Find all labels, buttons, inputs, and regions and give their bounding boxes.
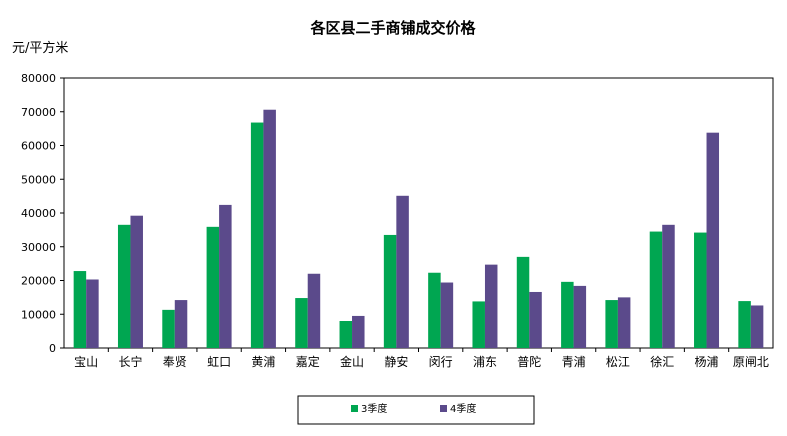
x-tick-label: 虹口 — [207, 355, 231, 369]
bar-q4-9 — [484, 264, 498, 348]
bar-q3-14 — [694, 232, 707, 348]
bar-q3-2 — [162, 309, 175, 348]
y-tick-label: 70000 — [21, 106, 56, 119]
x-tick-label: 长宁 — [118, 354, 142, 369]
bar-q4-0 — [86, 279, 99, 348]
bar-q3-9 — [472, 301, 485, 348]
x-tick-label: 松江 — [606, 355, 630, 369]
legend: 3季度 4季度 — [297, 395, 535, 425]
x-tick-label: 普陀 — [517, 354, 541, 369]
x-tick-label: 黄浦 — [251, 355, 275, 369]
y-axis-ticks: 0 10000 20000 30000 40000 50000 60000 70000 8000… — [21, 72, 64, 355]
x-tick-label: 浦东 — [473, 355, 497, 369]
bar-q3-11 — [561, 281, 574, 348]
bar-q4-15 — [750, 305, 764, 348]
bar-q4-10 — [529, 291, 542, 348]
x-tick-label: 杨浦 — [695, 354, 719, 369]
y-tick-label: 80000 — [21, 72, 56, 85]
x-tick-label: 金山 — [340, 354, 364, 369]
bar-q4-12 — [617, 297, 631, 348]
y-tick-label: 10000 — [21, 308, 56, 321]
y-tick-label: 50000 — [21, 173, 56, 186]
bar-q4-5 — [307, 273, 321, 348]
y-tick-label: 60000 — [21, 140, 56, 153]
x-tick-label: 徐汇 — [650, 354, 674, 369]
bar-q4-7 — [396, 195, 409, 348]
bar-q3-8 — [428, 272, 441, 348]
bar-q4-6 — [352, 315, 365, 348]
bar-q3-15 — [738, 301, 751, 348]
y-tick-label: 40000 — [21, 207, 56, 220]
x-tick-label: 原闸北 — [733, 355, 769, 369]
bar-q4-14 — [706, 132, 720, 348]
bar-q3-13 — [649, 231, 663, 348]
y-axis-unit-label: 元/平方米 — [12, 40, 68, 56]
legend-swatch-series-1 — [351, 405, 358, 412]
bar-q4-8 — [440, 282, 454, 348]
legend-swatch-series-2 — [440, 405, 447, 412]
x-tick-label: 青浦 — [562, 355, 586, 369]
bar-q3-1 — [117, 224, 131, 348]
chart-title: 各区县二手商铺成交价格 — [309, 19, 476, 37]
legend-label-series-1: 3季度 — [361, 402, 387, 415]
x-tick-label: 嘉定 — [296, 354, 320, 369]
bar-q3-6 — [339, 321, 353, 348]
bar-q4-13 — [662, 224, 675, 348]
x-tick-label: 奉贤 — [163, 355, 187, 369]
y-tick-label: 20000 — [21, 275, 56, 288]
bar-q4-3 — [219, 204, 232, 348]
x-tick-label: 静安 — [384, 354, 408, 369]
x-axis-labels: 宝山 长宁 奉贤 虹口 黄浦 嘉定 金山 静安 闵行 浦东 普陀 青浦 松江 徐汇 杨浦 原闸北 — [74, 348, 769, 369]
bar-q3-12 — [605, 300, 618, 348]
bar-q3-0 — [73, 271, 87, 348]
bars — [73, 109, 764, 348]
bar-q3-3 — [206, 226, 220, 348]
legend-box — [297, 395, 535, 425]
x-tick-label: 闵行 — [429, 354, 453, 369]
bar-q3-10 — [516, 256, 530, 348]
bar-q3-7 — [383, 234, 397, 348]
legend-label-series-2: 4季度 — [450, 402, 476, 415]
bar-q3-5 — [295, 298, 308, 348]
bar-q4-1 — [130, 215, 143, 348]
x-tick-label: 宝山 — [74, 355, 98, 369]
bar-q4-4 — [263, 109, 276, 348]
bar-q4-2 — [174, 300, 188, 348]
y-tick-label: 30000 — [21, 241, 56, 254]
bar-q3-4 — [250, 122, 264, 348]
bar-q4-11 — [573, 285, 587, 348]
y-tick-label: 0 — [49, 342, 56, 355]
